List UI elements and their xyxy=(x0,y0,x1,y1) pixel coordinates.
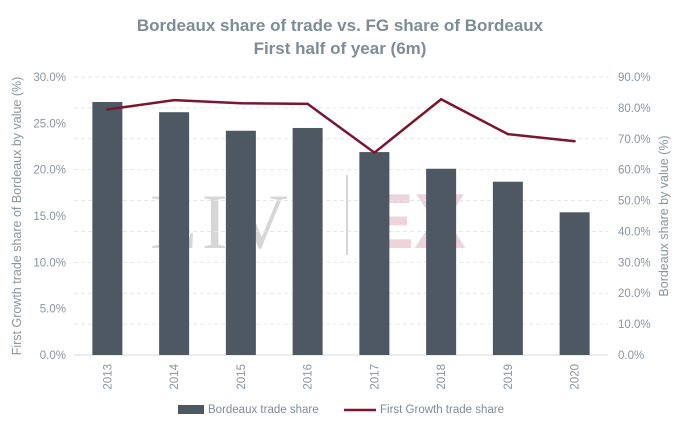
left-tick-label: 20.0% xyxy=(33,165,66,177)
legend-swatch-bordeaux xyxy=(178,405,204,414)
left-tick-label: 30.0% xyxy=(33,72,66,84)
right-tick-label: 70.0% xyxy=(618,134,651,146)
bar-2018 xyxy=(426,168,457,355)
right-axis-ticks: 0.0% 10.0% 20.0% 30.0% 40.0% 50.0% 60.0% 70.0% 8… xyxy=(618,72,651,362)
x-tick-label-2018: 2018 xyxy=(436,364,448,390)
right-axis-title: Bordeaux share by value (%) xyxy=(657,135,671,296)
line-point-2017 xyxy=(373,151,376,154)
line-series xyxy=(106,97,576,154)
x-tick-label-2016: 2016 xyxy=(303,364,315,390)
chart-subtitle: First half of year (6m) xyxy=(254,39,427,58)
x-tick-label-2013: 2013 xyxy=(102,364,114,390)
bar-2020 xyxy=(559,212,590,355)
right-tick-label: 0.0% xyxy=(618,350,644,362)
right-tick-label: 10.0% xyxy=(618,319,651,331)
right-tick-label: 20.0% xyxy=(618,288,651,300)
x-tick-label-2014: 2014 xyxy=(169,363,181,389)
right-tick-label: 90.0% xyxy=(618,72,651,84)
left-axis-ticks: 0.0% 5.0% 10.0% 15.0% 20.0% 25.0% 30.0% xyxy=(33,72,66,362)
x-tick-label-2019: 2019 xyxy=(503,364,515,390)
legend-label-first-growth: First Growth trade share xyxy=(380,404,504,416)
bar-2017 xyxy=(359,152,390,355)
first-growth-line xyxy=(107,97,575,154)
left-tick-label: 5.0% xyxy=(40,304,66,316)
line-point-2018 xyxy=(439,98,443,101)
x-tick-label-2020: 2020 xyxy=(570,364,582,390)
watermark-divider xyxy=(346,175,348,255)
bar-2014 xyxy=(159,112,190,355)
line-point-2019 xyxy=(506,132,510,136)
left-tick-label: 0.0% xyxy=(40,350,66,362)
bar-series xyxy=(92,102,590,356)
left-tick-label: 25.0% xyxy=(33,118,66,130)
legend: Bordeaux trade share First Growth trade … xyxy=(178,404,504,416)
bar-2013 xyxy=(92,102,123,356)
line-point-2016 xyxy=(306,102,309,106)
right-tick-label: 30.0% xyxy=(618,257,651,269)
chart-title: Bordeaux share of trade vs. FG share of … xyxy=(137,16,544,35)
right-tick-label: 50.0% xyxy=(618,196,651,208)
line-point-2020 xyxy=(573,140,576,143)
legend-label-bordeaux: Bordeaux trade share xyxy=(208,404,319,416)
x-axis-ticks: 2013 2014 2015 2016 2017 2018 2019 2020 xyxy=(102,363,581,389)
right-tick-label: 40.0% xyxy=(618,226,651,238)
line-point-2015 xyxy=(239,102,243,105)
bar-2015 xyxy=(225,130,256,355)
x-tick-label-2015: 2015 xyxy=(236,364,248,390)
right-tick-label: 80.0% xyxy=(618,103,651,115)
bar-2016 xyxy=(292,127,323,355)
line-point-2013 xyxy=(106,108,109,111)
line-point-2014 xyxy=(172,98,176,102)
right-tick-label: 60.0% xyxy=(618,165,651,177)
left-axis-title: First Growth trade share of Bordeaux by … xyxy=(10,77,24,356)
left-tick-label: 15.0% xyxy=(33,211,66,223)
bar-2019 xyxy=(492,181,523,355)
left-tick-label: 10.0% xyxy=(33,257,66,269)
x-tick-label-2017: 2017 xyxy=(369,364,381,390)
